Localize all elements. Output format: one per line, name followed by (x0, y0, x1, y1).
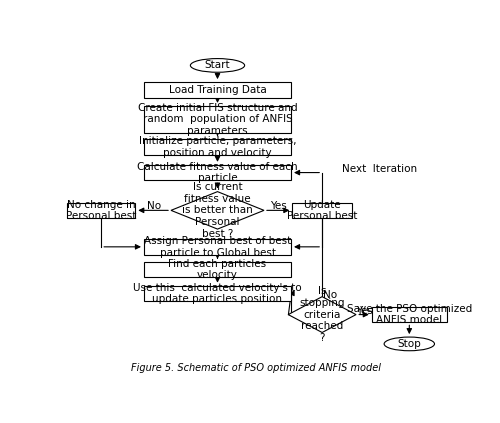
Text: Load Training Data: Load Training Data (168, 85, 266, 95)
Ellipse shape (190, 58, 244, 72)
Text: No: No (146, 201, 160, 211)
Text: Start: Start (204, 60, 231, 70)
FancyBboxPatch shape (144, 239, 291, 255)
FancyBboxPatch shape (292, 203, 352, 218)
Text: Is current
fitness value
is better than
Personal
best ?: Is current fitness value is better than … (182, 182, 253, 239)
Text: Yes: Yes (356, 306, 372, 316)
FancyBboxPatch shape (144, 165, 291, 180)
Polygon shape (171, 192, 264, 229)
Text: Initialize particle, parameters,
position and velocity: Initialize particle, parameters, positio… (139, 136, 296, 158)
FancyBboxPatch shape (144, 82, 291, 98)
Text: Stop: Stop (398, 339, 421, 349)
Text: Update
Personal best: Update Personal best (287, 200, 358, 221)
Text: Assign Personal best of best
particle to Global best: Assign Personal best of best particle to… (144, 236, 291, 258)
Text: Is
stopping
criteria
reached
?: Is stopping criteria reached ? (300, 286, 345, 343)
FancyBboxPatch shape (144, 262, 291, 277)
Text: No: No (323, 290, 337, 300)
Text: Use this  calculated velocity's to
update particles position: Use this calculated velocity's to update… (133, 283, 302, 304)
Text: No change in
Personal best: No change in Personal best (66, 200, 136, 221)
Text: Yes: Yes (270, 201, 287, 211)
Text: Figure 5. Schematic of PSO optimized ANFIS model: Figure 5. Schematic of PSO optimized ANF… (131, 363, 382, 374)
FancyBboxPatch shape (144, 139, 291, 155)
Polygon shape (288, 297, 356, 332)
FancyBboxPatch shape (144, 286, 291, 301)
Text: Save the PSO optimized
ANFIS model: Save the PSO optimized ANFIS model (346, 304, 472, 325)
FancyBboxPatch shape (144, 106, 291, 132)
Text: Create initial FIS structure and
random  population of ANFIS
parameters: Create initial FIS structure and random … (138, 102, 298, 136)
Text: Calculate fitness value of each
particle: Calculate fitness value of each particle (137, 162, 298, 184)
Text: Find each particles
velocity: Find each particles velocity (168, 259, 266, 280)
FancyBboxPatch shape (372, 307, 447, 322)
Text: Next  Iteration: Next Iteration (342, 164, 416, 174)
FancyBboxPatch shape (68, 203, 135, 218)
Ellipse shape (384, 337, 434, 351)
